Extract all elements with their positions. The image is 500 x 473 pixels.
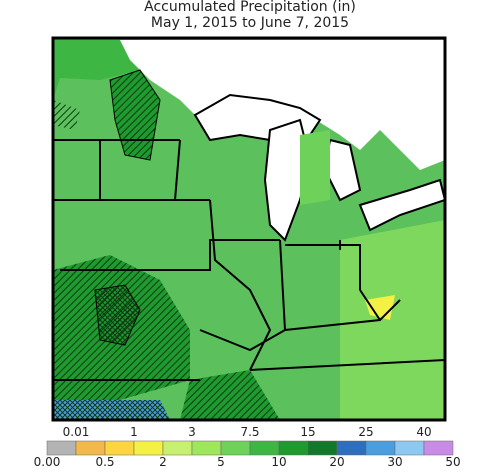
- legend-label: 0.00: [34, 455, 61, 469]
- legend-swatch: [191, 440, 222, 456]
- map: [53, 38, 445, 420]
- legend-swatch: [307, 440, 338, 456]
- legend-swatch: [249, 440, 280, 456]
- legend-label: 50: [445, 455, 460, 469]
- legend-label: 5: [217, 455, 225, 469]
- legend-swatch: [278, 440, 309, 456]
- map-frame: [51, 36, 447, 422]
- legend-label: 2: [159, 455, 167, 469]
- legend-label: 30: [387, 455, 402, 469]
- legend-swatch: [365, 440, 396, 456]
- legend-swatch: [104, 440, 135, 456]
- legend-swatch: [162, 440, 193, 456]
- legend-label: 1: [130, 425, 138, 439]
- legend-swatch: [46, 440, 77, 456]
- legend-label: 15: [300, 425, 315, 439]
- legend-swatch: [220, 440, 251, 456]
- legend-label: 3: [188, 425, 196, 439]
- legend-label: 10: [271, 455, 286, 469]
- legend-swatch: [133, 440, 164, 456]
- legend-swatch: [75, 440, 106, 456]
- legend-swatch: [423, 440, 454, 456]
- map-title: Accumulated Precipitation (in): [144, 0, 356, 15]
- legend-label: 40: [416, 425, 431, 439]
- legend-label: 25: [358, 425, 373, 439]
- legend-label: 7.5: [240, 425, 259, 439]
- legend-swatch: [336, 440, 367, 456]
- legend-label: 0.5: [95, 455, 114, 469]
- color-legend: 0.00 0.01 0.5 1 2 3 5 7.5 10 15 20 25 30 40 50: [34, 425, 461, 469]
- legend-swatch: [394, 440, 425, 456]
- legend-label: 0.01: [63, 425, 90, 439]
- legend-label: 20: [329, 455, 344, 469]
- map-subtitle: May 1, 2015 to June 7, 2015: [151, 15, 349, 31]
